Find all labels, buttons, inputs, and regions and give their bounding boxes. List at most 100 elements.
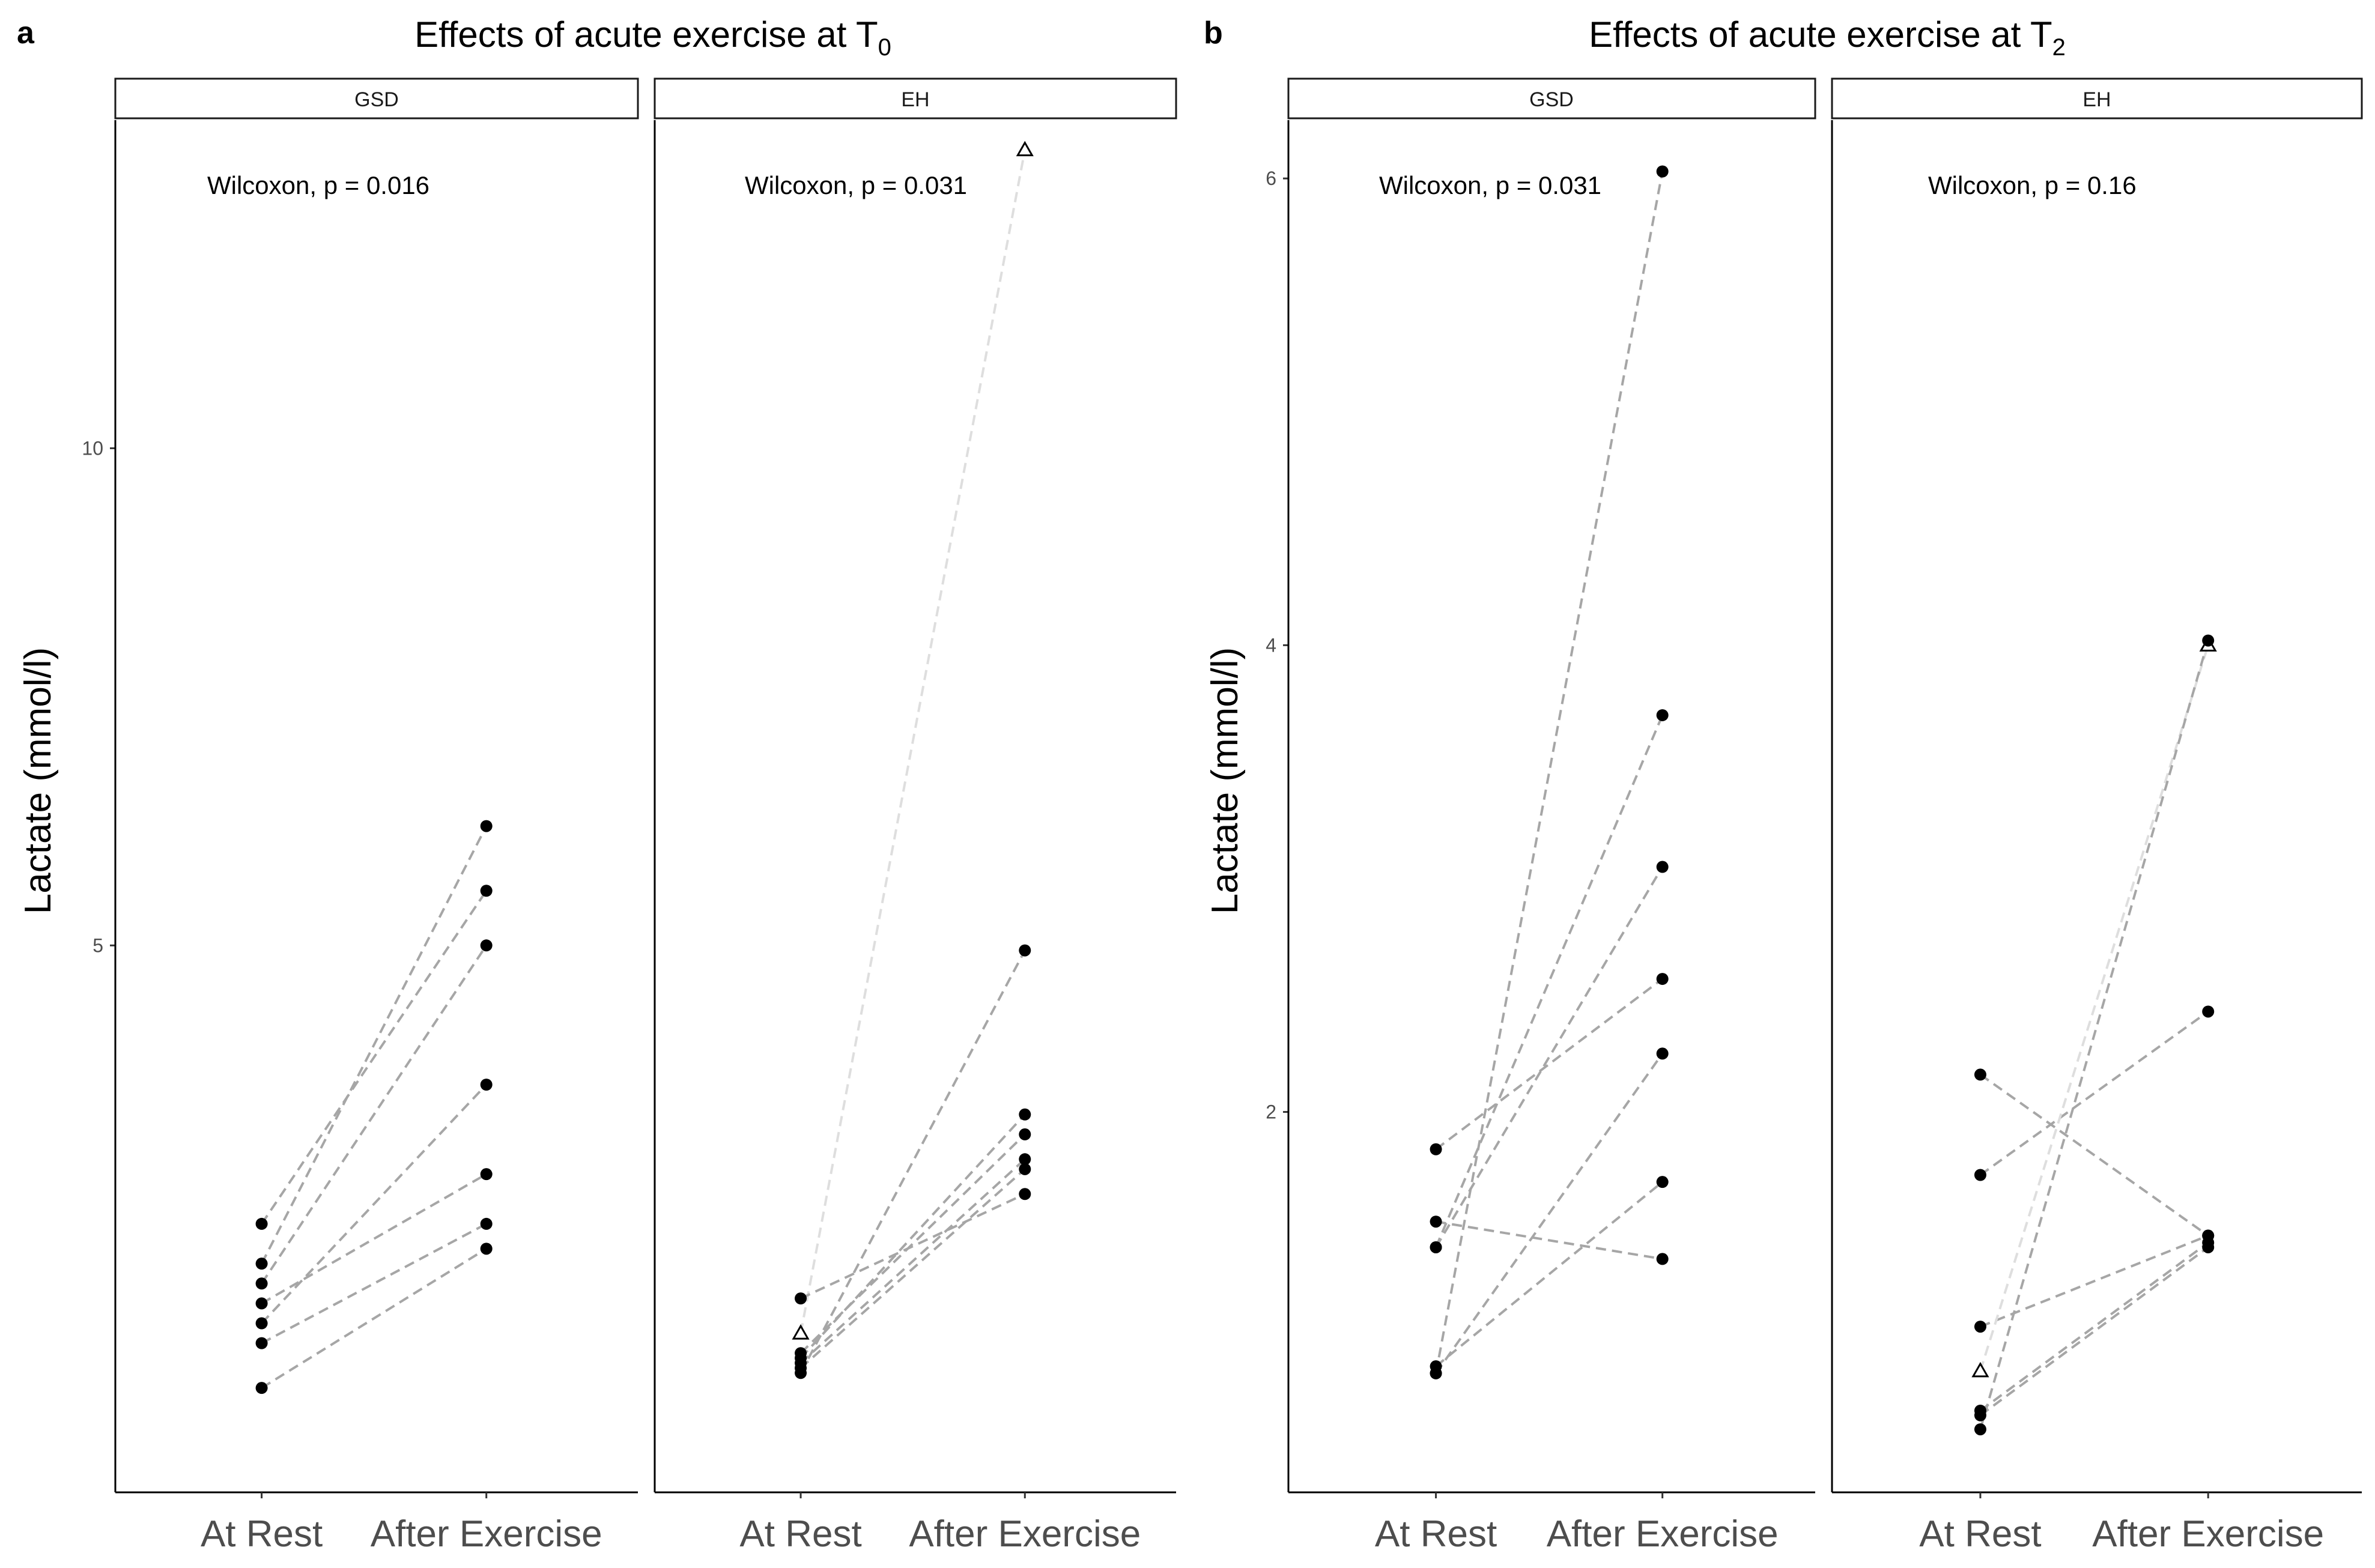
x-tick-label-a-gsd-1: After Exercise <box>371 1513 602 1555</box>
pair-line-a-gsd-1 <box>261 1223 487 1345</box>
pair-line-a-eh-4 <box>799 150 1027 1334</box>
point-b-gsd-2-rest <box>1430 1367 1442 1379</box>
pair-line-b-eh-3 <box>1979 644 2210 1372</box>
point-a-eh-5-exercise <box>1019 1188 1031 1200</box>
y-tick-label-a-0: 5 <box>93 934 103 956</box>
y-tick-label-b-0: 2 <box>1266 1101 1276 1123</box>
point-b-eh-1-rest <box>1974 1169 1986 1181</box>
strip-label-a-eh: EH <box>901 88 929 111</box>
y-tick-label-b-1: 4 <box>1266 634 1276 656</box>
pair-line-b-gsd-2 <box>1434 1053 1664 1374</box>
point-a-eh-6-rest <box>795 1367 807 1379</box>
strip-label-b-gsd: GSD <box>1529 88 1574 111</box>
y-axis-b: 2 4 6 <box>1266 168 1288 1123</box>
pair-line-b-eh-4 <box>1979 1241 2209 1412</box>
pair-line-a-gsd-4 <box>260 945 488 1285</box>
point-a-gsd-3-exercise <box>480 1168 493 1181</box>
point-a-eh-6-exercise <box>1019 944 1031 957</box>
point-b-eh-5-exercise <box>2202 1241 2215 1253</box>
pair-line-a-gsd-5 <box>260 825 488 1265</box>
chart-title-a: Effects of acute exercise at T0 <box>414 14 891 61</box>
pair-line-b-eh-6 <box>1979 640 2210 1430</box>
point-b-gsd-6-rest <box>1430 1241 1442 1253</box>
pair-line-a-eh-3 <box>799 1133 1026 1354</box>
pair-line-b-eh-2 <box>1980 1234 2209 1328</box>
point-a-eh-3-rest <box>795 1347 807 1360</box>
pair-line-a-eh-1 <box>799 1158 1026 1364</box>
point-b-eh-6-rest <box>1974 1423 1986 1436</box>
y-tick-label-a-1: 10 <box>82 437 103 459</box>
point-a-eh-4-rest <box>792 1324 810 1340</box>
point-b-gsd-3-exercise <box>1656 861 1669 873</box>
point-a-eh-5-rest <box>795 1292 807 1305</box>
point-a-gsd-5-rest <box>255 1258 268 1270</box>
x-tick-label-a-gsd-0: At Rest <box>201 1513 323 1555</box>
wilcoxon-annotation-a-gsd: Wilcoxon, p = 0.016 <box>207 171 429 199</box>
y-axis-label-b: Lactate (mmol/l) <box>1204 647 1246 914</box>
x-tick-label-a-eh-0: At Rest <box>739 1513 861 1555</box>
point-a-gsd-4-rest <box>255 1277 268 1290</box>
point-b-gsd-2-exercise <box>1656 1047 1669 1060</box>
point-a-eh-2-exercise <box>1019 1108 1031 1121</box>
point-b-gsd-4-rest <box>1430 1215 1442 1228</box>
point-a-eh-1-exercise <box>1019 1153 1031 1166</box>
y-axis-label-a: Lactate (mmol/l) <box>17 647 59 914</box>
pair-line-a-eh-5 <box>800 1193 1026 1300</box>
point-a-eh-4-exercise <box>1016 141 1034 157</box>
point-a-gsd-6-rest <box>255 1217 268 1230</box>
wilcoxon-annotation-b-gsd: Wilcoxon, p = 0.031 <box>1379 171 1601 199</box>
point-b-eh-0-rest <box>1974 1068 1986 1081</box>
x-tick-label-b-eh-1: After Exercise <box>2092 1513 2324 1555</box>
pair-line-b-gsd-4 <box>1436 1220 1663 1261</box>
panel-label-b: b <box>1204 16 1223 50</box>
pair-line-b-gsd-1 <box>1435 1181 1663 1367</box>
facet-b-gsd: GSD Wilcoxon, p = 0.031 At Rest After Exe… <box>1287 77 1816 1555</box>
pair-line-b-eh-1 <box>1979 1010 2209 1176</box>
panel-a: a Effects of acute exercise at T0 Lactat… <box>17 14 1177 1555</box>
strip-background-b-eh <box>1831 77 2363 120</box>
point-a-gsd-4-exercise <box>480 939 493 952</box>
point-a-eh-3-exercise <box>1019 1128 1031 1140</box>
wilcoxon-annotation-a-eh: Wilcoxon, p = 0.031 <box>745 171 967 199</box>
point-a-gsd-2-rest <box>255 1317 268 1330</box>
strip-background-a-gsd <box>114 77 639 120</box>
chart-title-b: Effects of acute exercise at T2 <box>1589 14 2066 61</box>
point-b-gsd-6-exercise <box>1656 709 1669 721</box>
facet-a-eh: EH Wilcoxon, p = 0.031 At Rest After Exer… <box>654 77 1177 1555</box>
strip-label-a-gsd: GSD <box>354 88 399 111</box>
x-tick-label-b-eh-0: At Rest <box>1919 1513 2041 1555</box>
point-a-gsd-5-exercise <box>480 820 493 832</box>
point-b-eh-3-rest <box>1971 1361 1989 1378</box>
point-b-eh-1-exercise <box>2202 1005 2215 1018</box>
pair-line-a-gsd-6 <box>260 890 488 1225</box>
strip-label-b-eh: EH <box>2082 88 2111 111</box>
point-a-gsd-3-rest <box>255 1297 268 1310</box>
point-b-gsd-5-rest <box>1430 1143 1442 1155</box>
point-a-gsd-0-exercise <box>480 1243 493 1255</box>
pair-line-a-eh-6 <box>799 949 1027 1374</box>
facet-a-gsd: GSD Wilcoxon, p = 0.016 At Rest After Exe… <box>114 77 639 1555</box>
chart-title-a-main: Effects of acute exercise at T <box>414 14 878 55</box>
chart-title-b-main: Effects of acute exercise at T <box>1589 14 2052 55</box>
panel-b: b Effects of acute exercise at T2 Lactat… <box>1204 14 2363 1555</box>
pair-line-b-eh-5 <box>1979 1246 2209 1417</box>
pair-line-a-gsd-2 <box>261 1083 488 1324</box>
pair-line-b-gsd-0 <box>1434 171 1664 1374</box>
point-a-gsd-2-exercise <box>480 1079 493 1091</box>
x-tick-label-b-gsd-1: After Exercise <box>1547 1513 1779 1555</box>
pair-line-a-gsd-3 <box>261 1173 487 1305</box>
y-tick-label-b-2: 6 <box>1266 168 1276 189</box>
chart-title-b-subscript: 2 <box>2052 34 2066 61</box>
pair-line-a-eh-0 <box>799 1168 1026 1369</box>
point-b-gsd-0-exercise <box>1656 165 1669 178</box>
point-a-gsd-1-exercise <box>480 1217 493 1230</box>
panel-label-a: a <box>17 16 35 50</box>
point-b-gsd-4-exercise <box>1656 1253 1669 1265</box>
point-b-eh-6-exercise <box>2202 634 2215 647</box>
pair-line-b-gsd-3 <box>1434 866 1664 1248</box>
wilcoxon-annotation-b-eh: Wilcoxon, p = 0.16 <box>1928 171 2137 199</box>
pair-line-b-eh-0 <box>1979 1073 2209 1237</box>
point-a-gsd-0-rest <box>255 1382 268 1394</box>
x-tick-label-a-eh-1: After Exercise <box>909 1513 1141 1555</box>
